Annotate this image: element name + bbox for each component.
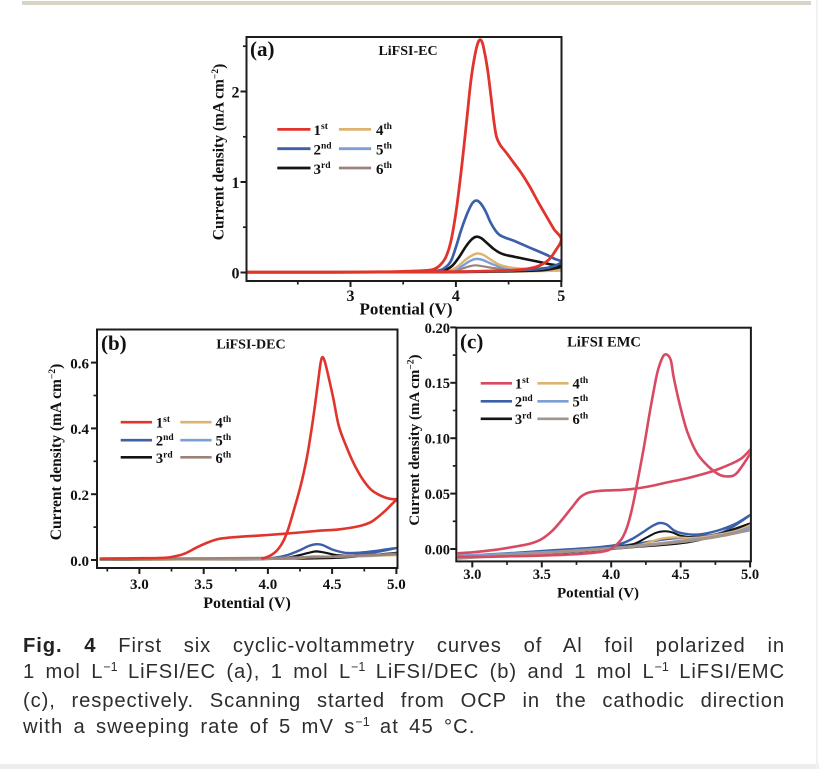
svg-text:3rd: 3rd xyxy=(515,412,532,429)
svg-text:5th: 5th xyxy=(216,433,232,450)
svg-text:3: 3 xyxy=(347,288,355,305)
svg-text:6th: 6th xyxy=(216,450,232,467)
svg-text:0.10: 0.10 xyxy=(425,432,450,448)
svg-text:5: 5 xyxy=(557,288,565,305)
svg-text:3.5: 3.5 xyxy=(533,567,551,583)
svg-text:3rd: 3rd xyxy=(156,450,173,467)
svg-text:4.0: 4.0 xyxy=(259,577,278,593)
svg-text:1st: 1st xyxy=(515,376,530,393)
svg-text:2nd: 2nd xyxy=(156,433,175,450)
svg-text:Potential (V): Potential (V) xyxy=(359,300,452,319)
svg-text:4th: 4th xyxy=(216,415,232,432)
svg-text:5th: 5th xyxy=(573,394,589,411)
svg-text:3.0: 3.0 xyxy=(130,577,149,593)
svg-text:(a): (a) xyxy=(250,37,275,61)
svg-text:5th: 5th xyxy=(376,142,393,159)
svg-text:2: 2 xyxy=(232,84,240,101)
svg-text:0.4: 0.4 xyxy=(70,422,89,438)
svg-text:0.2: 0.2 xyxy=(70,488,89,504)
svg-text:4: 4 xyxy=(452,288,460,305)
svg-text:0.0: 0.0 xyxy=(70,554,89,570)
svg-text:LiFSI-EC: LiFSI-EC xyxy=(378,44,437,59)
svg-text:5.0: 5.0 xyxy=(741,567,759,583)
svg-text:6th: 6th xyxy=(376,161,393,178)
svg-text:Current density (mA cm−2): Current density (mA cm−2) xyxy=(48,364,65,541)
svg-text:1st: 1st xyxy=(314,122,329,139)
svg-text:0.15: 0.15 xyxy=(425,376,450,392)
svg-text:LiFSI EMC: LiFSI EMC xyxy=(567,334,641,350)
svg-text:Potential (V): Potential (V) xyxy=(203,595,291,612)
svg-text:0: 0 xyxy=(232,265,240,282)
svg-text:6th: 6th xyxy=(573,412,589,429)
svg-text:5.0: 5.0 xyxy=(387,577,406,593)
svg-text:3rd: 3rd xyxy=(314,161,332,178)
svg-text:2nd: 2nd xyxy=(314,142,333,159)
svg-text:4th: 4th xyxy=(376,122,393,139)
svg-text:Potential (V): Potential (V) xyxy=(557,585,639,601)
svg-text:4.0: 4.0 xyxy=(602,567,620,583)
svg-text:1st: 1st xyxy=(156,415,171,432)
svg-text:LiFSI-DEC: LiFSI-DEC xyxy=(216,337,285,352)
svg-text:(b): (b) xyxy=(101,331,127,355)
svg-text:0.6: 0.6 xyxy=(70,356,89,372)
svg-text:Current density (mA cm−2): Current density (mA cm−2) xyxy=(407,354,424,525)
svg-text:4.5: 4.5 xyxy=(672,567,690,583)
svg-text:4th: 4th xyxy=(573,376,589,393)
svg-text:(c): (c) xyxy=(460,330,483,354)
svg-text:Current density (mA cm−2): Current density (mA cm−2) xyxy=(211,64,229,241)
svg-text:2nd: 2nd xyxy=(515,394,534,411)
svg-text:1: 1 xyxy=(232,175,240,192)
svg-text:0.05: 0.05 xyxy=(425,487,450,503)
svg-text:3.5: 3.5 xyxy=(194,577,213,593)
svg-text:0.20: 0.20 xyxy=(425,321,450,337)
svg-text:3.0: 3.0 xyxy=(463,567,481,583)
svg-text:0.00: 0.00 xyxy=(425,542,450,558)
svg-text:4.5: 4.5 xyxy=(323,577,342,593)
